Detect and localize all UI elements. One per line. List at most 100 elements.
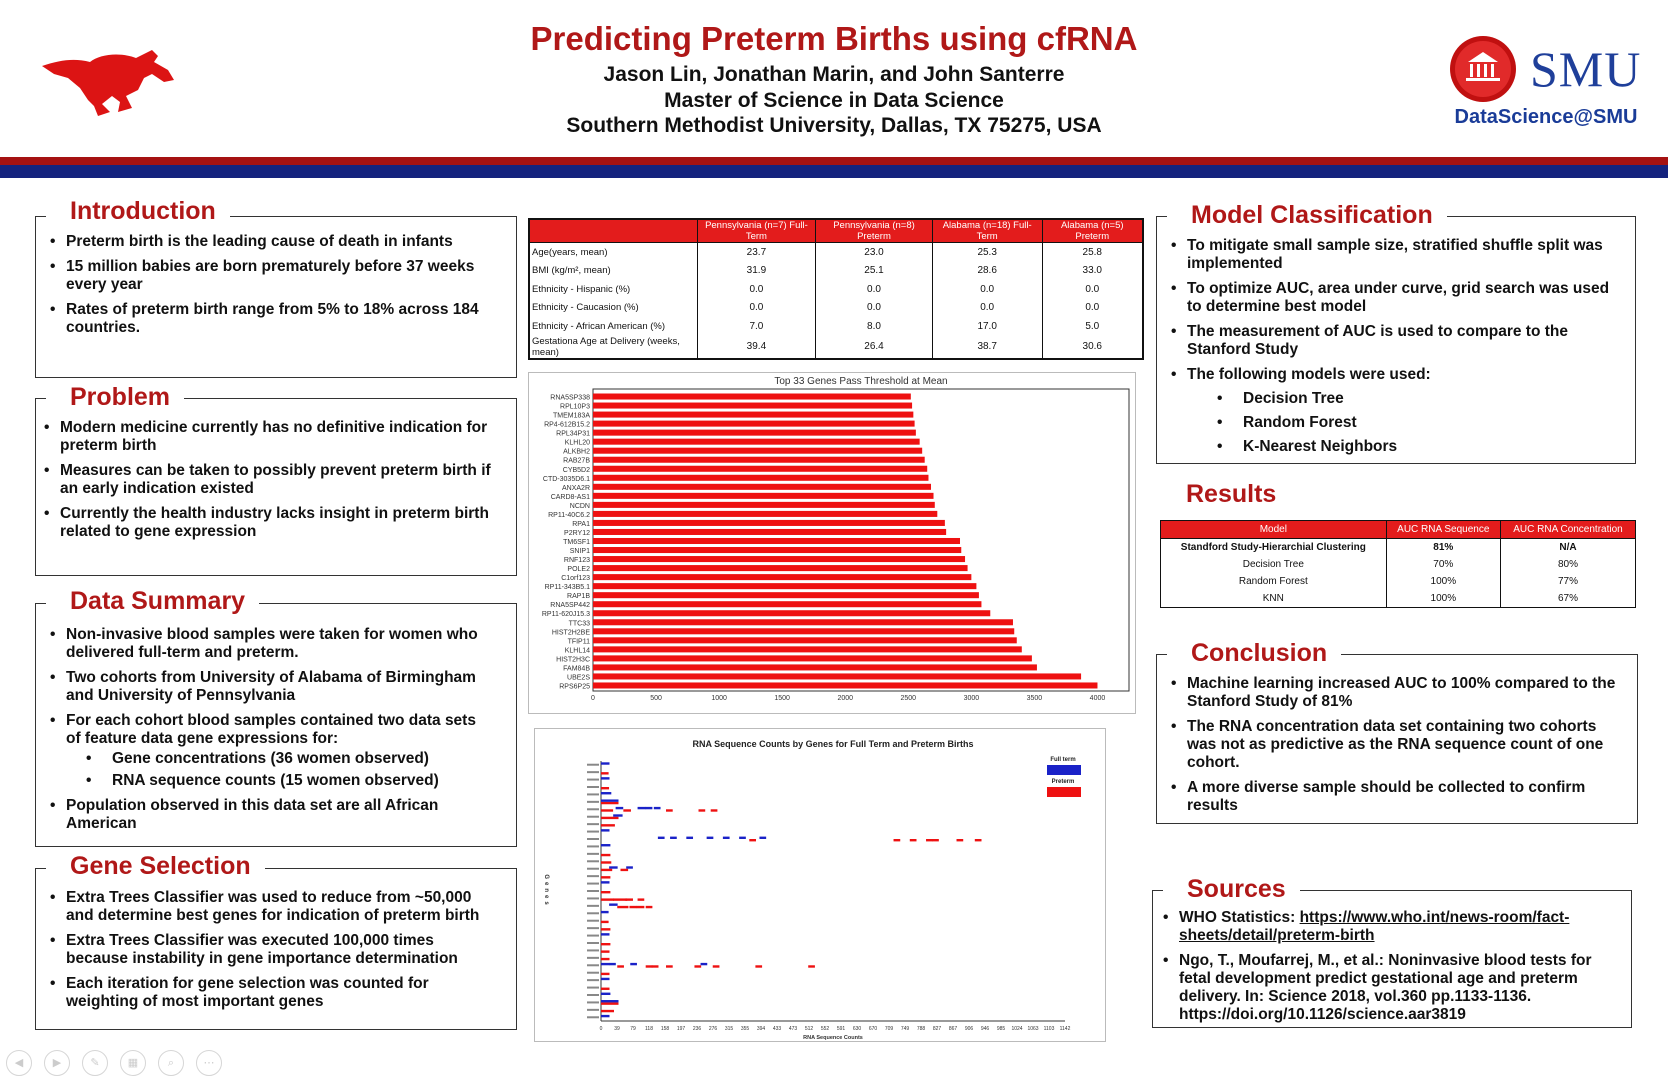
table-cell: Ethnicity - Caucasion (%): [528, 298, 698, 317]
table-cell: Ethnicity - Hispanic (%): [528, 280, 698, 299]
x-tick-label: 749: [901, 1026, 910, 1032]
table-cell: Ethnicity - African American (%): [528, 317, 698, 336]
list-item: The following models were used: Decision…: [1171, 366, 1611, 456]
y-tick-label: [587, 808, 599, 811]
x-tick-label: 827: [933, 1026, 942, 1032]
x-tick-label: 236: [693, 1026, 702, 1032]
table-cell: 23.7: [696, 242, 817, 262]
data-point: [601, 1000, 619, 1003]
table-header-cell: Alabama (n=5) Preterm: [1041, 218, 1144, 243]
y-tick-label: [587, 860, 599, 863]
bar: [593, 601, 982, 608]
table-cell: 38.7: [931, 335, 1043, 359]
table-row: Standford Study-Hierarchial Clustering 81…: [1160, 538, 1637, 556]
data-point: [601, 829, 610, 832]
table-header-cell: AUC RNA Sequence: [1385, 520, 1501, 539]
data-point: [626, 866, 633, 869]
table-cell: 0.0: [815, 280, 933, 299]
slides-icon[interactable]: ▦: [120, 1050, 146, 1076]
bar-label: ALKBH2: [563, 449, 590, 456]
sub-list-item: Gene concentrations (36 women observed): [86, 750, 480, 768]
bar: [593, 420, 915, 427]
data-point: [601, 762, 610, 765]
rna-sequence-chart-svg: RNA Sequence Counts by Genes for Full Te…: [543, 739, 1081, 1041]
data-point: [601, 891, 611, 894]
model-decision-tree: Decision Tree: [1217, 390, 1611, 408]
data-point: [700, 962, 708, 966]
data-point: [759, 836, 767, 839]
mustang-logo: [40, 44, 180, 124]
table-cell: 5.0: [1041, 317, 1144, 336]
bar-label: RP11-620J15.3: [542, 611, 590, 618]
x-tick-label: 394: [757, 1026, 766, 1032]
table-row: Ethnicity - Hispanic (%) 0.0 0.0 0.0 0.0: [528, 280, 1144, 299]
bar-label: RAB27B: [563, 458, 590, 465]
y-tick-label: [587, 927, 599, 930]
data-point: [601, 881, 610, 884]
data-point: [625, 898, 633, 901]
data-point: [601, 844, 611, 847]
next-icon[interactable]: ▶: [44, 1050, 70, 1076]
list-item: Rates of preterm birth range from 5% to …: [50, 301, 480, 337]
bar: [593, 501, 935, 508]
data-point: [926, 839, 933, 842]
y-tick-label: [587, 838, 599, 840]
data-point: [651, 965, 659, 968]
table-cell: N/A: [1499, 538, 1637, 556]
sources-section: Sources WHO Statistics: https://www.who.…: [1152, 875, 1632, 1028]
bar: [593, 519, 945, 526]
x-tick-label: 315: [725, 1026, 734, 1032]
table-header-cell: Model: [1160, 520, 1387, 539]
data-point: [653, 806, 661, 810]
data-point: [645, 965, 653, 968]
x-tick-label: 2500: [901, 695, 917, 702]
y-tick-label: [587, 830, 599, 833]
table-row: Ethnicity - Caucasion (%) 0.0 0.0 0.0 0.0: [528, 298, 1144, 317]
data-point: [670, 836, 677, 839]
list-item: Non-invasive blood samples were taken fo…: [50, 626, 480, 662]
list-item-text: For each cohort blood samples contained …: [66, 712, 476, 747]
zoom-icon[interactable]: ⌕: [158, 1050, 184, 1076]
y-tick-label: [587, 979, 599, 982]
table-cell: 0.0: [931, 280, 1043, 299]
x-tick-label: 197: [677, 1026, 686, 1032]
more-icon[interactable]: ⋯: [196, 1050, 222, 1076]
data-point: [666, 965, 673, 968]
table-header-cell: Pennsylvania (n=7) Full-Term: [696, 218, 817, 243]
model-knn: K-Nearest Neighbors: [1217, 438, 1611, 456]
x-tick-label: 1103: [1044, 1026, 1055, 1032]
data-point: [755, 965, 763, 968]
list-item: To mitigate small sample size, stratifie…: [1171, 237, 1611, 273]
bar-label: RNA5SP338: [550, 395, 590, 402]
data-point: [601, 861, 612, 864]
pen-icon[interactable]: ✎: [82, 1050, 108, 1076]
x-tick-label: 4000: [1090, 695, 1106, 702]
y-tick-label: [587, 823, 599, 826]
list-item: A more diverse sample should be collecte…: [1171, 779, 1621, 815]
y-tick-label: [587, 986, 599, 989]
who-link[interactable]: https://www.who.int/news-room/fact-sheet…: [1179, 909, 1570, 944]
x-tick-label: 355: [741, 1026, 750, 1032]
data-point: [613, 814, 623, 817]
table-cell: 70%: [1385, 556, 1501, 573]
prev-icon[interactable]: ◀: [6, 1050, 32, 1076]
table-cell: 100%: [1385, 573, 1501, 590]
table-cell: 28.6: [931, 261, 1043, 280]
data-point: [601, 1009, 614, 1013]
legend-label: Full term: [1050, 757, 1075, 763]
y-tick-label: [587, 971, 599, 974]
x-tick-label: 158: [661, 1026, 670, 1032]
y-tick-label: [587, 897, 599, 900]
conclusion-title: Conclusion: [1167, 639, 1342, 668]
bar-label: TTC33: [569, 620, 591, 627]
x-tick-label: 1500: [774, 695, 790, 702]
table-cell: 0.0: [1041, 280, 1144, 299]
table-cell: 77%: [1499, 573, 1637, 590]
x-tick-label: 906: [965, 1026, 974, 1032]
bar: [593, 682, 1098, 689]
data-point: [601, 972, 610, 976]
bar-label: CARD8-AS1: [551, 494, 590, 501]
list-item-text: The following models were used:: [1187, 366, 1431, 383]
x-tick-label: 500: [650, 695, 662, 702]
list-item: Each iteration for gene selection was co…: [50, 975, 500, 1011]
